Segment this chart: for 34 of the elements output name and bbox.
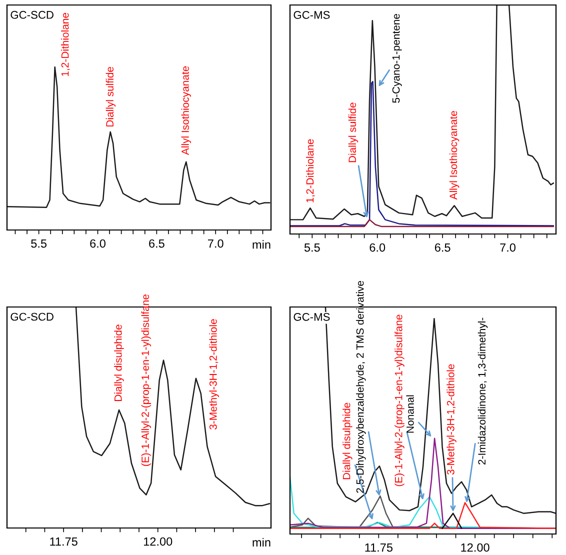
x-axis-title: min <box>252 538 270 546</box>
x-axis-title: min <box>252 240 270 249</box>
annotation: 1,2-Dithiolane <box>306 139 315 202</box>
annotation: (E)-1-Allyl-2-(prop-1-en-1-yl)disulfane <box>141 294 152 466</box>
x-tick-label: 7.0 <box>500 243 516 252</box>
x-tick-label: 6.0 <box>370 243 386 252</box>
annotation: Nonanal <box>406 395 414 433</box>
x-tick-label: 7.0 <box>208 239 224 248</box>
x-tick-label: 5.5 <box>304 243 320 252</box>
chart-title: GC-SCD <box>10 312 54 321</box>
annotation: Diallyl disulphide <box>114 324 124 401</box>
x-tick-label: 11.75 <box>50 537 78 546</box>
annotation: 2,5-Dihydroxybenzaldehyde, 2 TMS derivative <box>356 280 366 493</box>
annotation: 3-Methyl-3H-1,2-dithiole <box>209 319 219 430</box>
annotation: (E)-1-Allyl-2-(prop-1-en-1-yl)disulfane <box>394 314 404 486</box>
x-tick-label: 5.5 <box>31 239 47 248</box>
annotation: 5-Cyano-1-pentene <box>392 14 402 103</box>
x-tick-label: 6.5 <box>434 243 450 252</box>
annotation: Diallyl sulfide <box>348 102 358 162</box>
annotation: Allyl Isothiocyanate <box>449 110 460 200</box>
annotation: Diallyl sulfide <box>106 66 116 126</box>
annotation: 3-Methyl-3H-1,2-dithiole <box>446 364 456 475</box>
annotation: 2-Imidazolidinone, 1,3-dimethyl- <box>478 318 488 464</box>
chart-title: GC-MS <box>294 11 330 19</box>
x-tick-label: 12.00 <box>144 537 172 546</box>
chart-title: GC-MS <box>294 312 330 321</box>
x-tick-label: 12.00 <box>461 543 490 552</box>
x-tick-label: 11.75 <box>365 543 393 552</box>
annotation: Diallyl disulphide <box>342 402 352 480</box>
x-tick-label: 6.0 <box>90 239 106 248</box>
annotation: Allyl Isothiocyanate <box>181 66 191 155</box>
chart-title: GC-SCD <box>10 10 54 19</box>
x-tick-label: 6.5 <box>149 239 164 248</box>
annotation: 1,2-Dithiolane <box>61 12 70 76</box>
